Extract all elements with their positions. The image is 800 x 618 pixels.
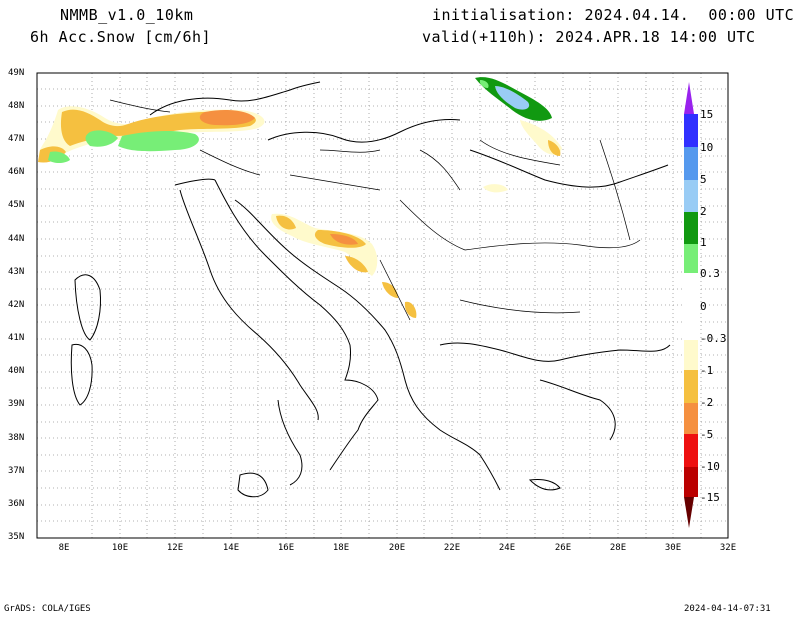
lon-label: 26E — [554, 543, 572, 553]
colorbar — [684, 82, 698, 528]
lon-label: 32E — [719, 543, 737, 553]
lat-label: 48N — [8, 101, 25, 111]
colorbar-bin — [684, 212, 698, 244]
colorbar-bin — [684, 370, 698, 403]
initialisation-label: initialisation: 2024.04.14. 00:00 UTC — [432, 6, 795, 24]
grid-lines — [37, 73, 728, 538]
valid-time-label: valid(+110h): 2024.APR.18 14:00 UTC — [422, 28, 756, 46]
colorbar-label: -15 — [700, 491, 720, 504]
lat-label: 42N — [8, 300, 25, 310]
lat-label: 46N — [8, 167, 25, 177]
footer-credit: GrADS: COLA/IGES — [4, 604, 91, 614]
lon-label: 14E — [222, 543, 240, 553]
map-frame — [36, 72, 729, 539]
lon-label: 22E — [443, 543, 461, 553]
footer-timestamp: 2024-04-14-07:31 — [684, 604, 771, 614]
lon-label: 20E — [388, 543, 406, 553]
colorbar-bottom-arrow — [684, 497, 694, 528]
borders — [109, 99, 641, 321]
lon-label: 8E — [58, 543, 70, 553]
colorbar-bin — [684, 147, 698, 180]
colorbar-bin — [684, 114, 698, 147]
lon-label: 16E — [277, 543, 295, 553]
colorbar-top-arrow — [684, 82, 694, 114]
colorbar-label: 0.3 — [700, 267, 720, 280]
lon-label: 24E — [498, 543, 516, 553]
product-title: 6h Acc.Snow [cm/6h] — [30, 28, 212, 46]
lat-label: 39N — [8, 399, 25, 409]
colorbar-bin — [684, 180, 698, 212]
lat-label: 49N — [8, 68, 25, 78]
colorbar-label: -2 — [700, 396, 714, 409]
lat-label: 43N — [8, 267, 25, 277]
colorbar-bin — [684, 403, 698, 434]
colorbar-label: 15 — [700, 108, 714, 121]
colorbar-label: -1 — [700, 364, 714, 377]
lat-label: 47N — [8, 134, 25, 144]
snow-fields — [38, 77, 562, 318]
colorbar-bin — [684, 340, 698, 370]
lon-label: 28E — [609, 543, 627, 553]
lat-label: 40N — [8, 366, 25, 376]
lat-label: 44N — [8, 234, 25, 244]
lon-label: 18E — [332, 543, 350, 553]
lon-label: 12E — [166, 543, 184, 553]
lat-label: 38N — [8, 433, 25, 443]
colorbar-label: 10 — [700, 141, 714, 154]
lon-label: 10E — [111, 543, 129, 553]
colorbar-label: -10 — [700, 460, 720, 473]
lat-label: 36N — [8, 499, 25, 509]
colorbar-bin — [684, 467, 698, 497]
colorbar-bin — [684, 244, 698, 273]
colorbar-bin — [684, 434, 698, 467]
lon-label: 30E — [664, 543, 682, 553]
lat-label: 35N — [8, 532, 25, 542]
colorbar-label: 1 — [700, 236, 707, 249]
colorbar-label: 0 — [700, 300, 707, 313]
colorbar-bin — [684, 273, 698, 340]
model-title: NMMB_v1.0_10km — [60, 6, 194, 24]
colorbar-label: -0.3 — [700, 332, 727, 345]
colorbar-label: -5 — [700, 428, 714, 441]
coastlines — [70, 81, 671, 498]
colorbar-label: 2 — [700, 205, 707, 218]
lat-label: 41N — [8, 333, 25, 343]
lat-label: 45N — [8, 200, 25, 210]
lat-label: 37N — [8, 466, 25, 476]
colorbar-label: 5 — [700, 173, 707, 186]
